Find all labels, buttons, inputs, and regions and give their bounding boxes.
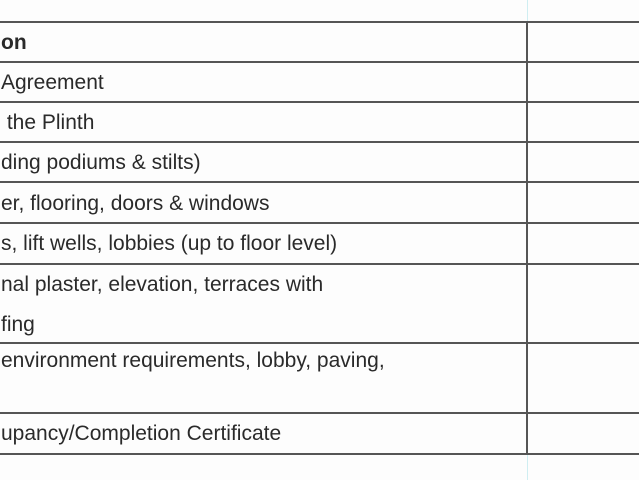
- table-cell: s, lift wells, lobbies (up to floor leve…: [1, 232, 338, 255]
- table-cell: environment requirements, lobby, paving,: [1, 349, 385, 372]
- table-cell: er, flooring, doors & windows: [1, 192, 270, 215]
- row-border: [0, 181, 639, 183]
- row-border: [0, 141, 639, 143]
- row-border: [0, 342, 639, 344]
- table-cell: ding podiums & stilts): [1, 151, 201, 174]
- column-guide: [527, 454, 528, 480]
- column-guide: [527, 0, 528, 21]
- table-cell: upancy/Completion Certificate: [1, 422, 282, 445]
- table-cell-continued: fing: [1, 313, 35, 336]
- table-header-cell: on: [1, 31, 27, 54]
- row-border: [0, 263, 639, 265]
- row-border: [0, 61, 639, 63]
- table-cell: Agreement: [1, 71, 104, 94]
- table-cell: nal plaster, elevation, terraces with: [1, 273, 324, 296]
- table-cell: the Plinth: [1, 111, 95, 134]
- row-border: [0, 101, 639, 103]
- row-border: [0, 412, 639, 414]
- row-border: [0, 21, 639, 23]
- row-border: [0, 453, 639, 455]
- row-border: [0, 222, 639, 224]
- column-border: [526, 21, 528, 454]
